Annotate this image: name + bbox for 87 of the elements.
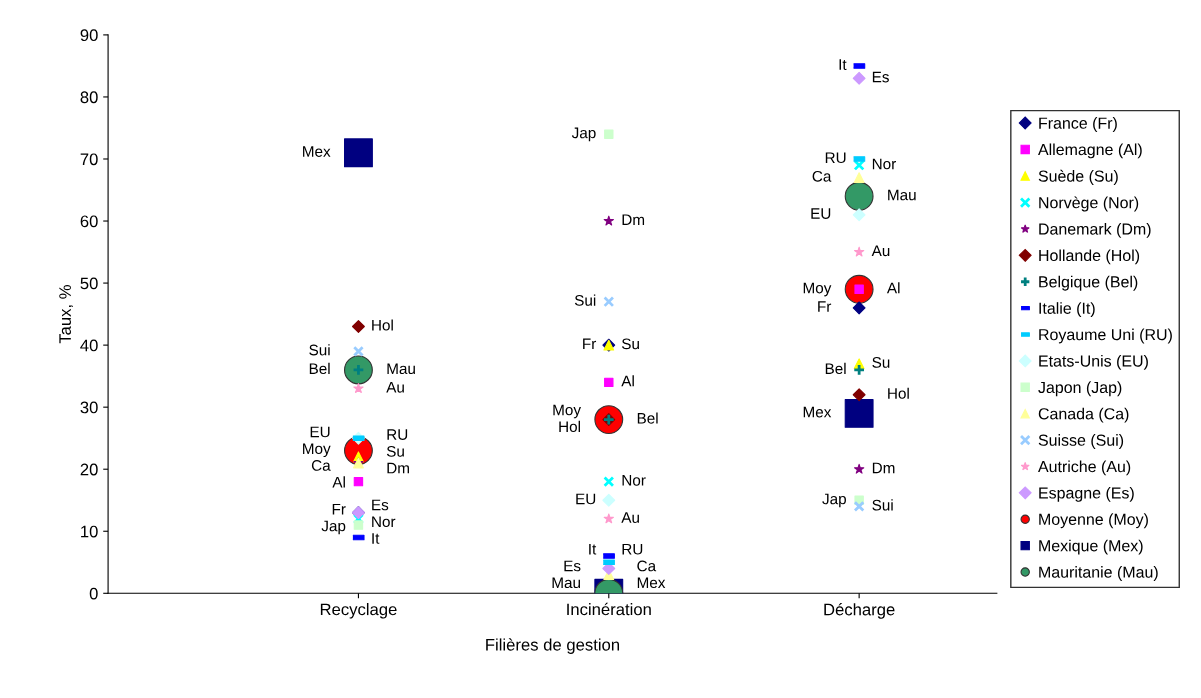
data-label: Al bbox=[332, 476, 345, 488]
y-tick-label: 80 bbox=[80, 91, 98, 104]
data-label: Bel bbox=[825, 362, 846, 375]
data-label: EU bbox=[310, 426, 330, 438]
data-label: Mex bbox=[803, 406, 832, 418]
data-label: Dm bbox=[872, 462, 895, 474]
y-tick-label: 30 bbox=[80, 401, 98, 414]
legend-label: Norvège (Nor) bbox=[1039, 196, 1139, 212]
data-label: Nor bbox=[872, 158, 896, 170]
y-tick-label: 50 bbox=[80, 277, 98, 290]
legend-label: Mauritanie (Mau) bbox=[1039, 566, 1158, 581]
data-label: Ca bbox=[637, 560, 657, 572]
data-label: Mex bbox=[303, 146, 331, 157]
y-tick-label: 0 bbox=[89, 587, 98, 600]
legend-label: France (Fr) bbox=[1039, 117, 1117, 132]
legend-label: Etats-Unis (EU) bbox=[1039, 354, 1148, 370]
legend-label: Moyenne (Moy) bbox=[1039, 513, 1148, 529]
data-label: Es bbox=[872, 71, 889, 83]
legend-label: Hollande (Hol) bbox=[1039, 249, 1140, 265]
data-label: Moy bbox=[803, 282, 832, 297]
x-tick-label: Recyclage bbox=[320, 603, 397, 619]
data-label: Es bbox=[564, 560, 581, 572]
data-label: Fr bbox=[583, 338, 597, 350]
legend-label: Royaume Uni (RU) bbox=[1039, 328, 1172, 344]
data-label: Sui bbox=[872, 499, 893, 511]
legend-label: Japon (Jap) bbox=[1038, 381, 1122, 397]
data-label: Jap bbox=[571, 127, 596, 142]
data-label: Bel bbox=[309, 362, 330, 375]
legend-label: Autriche (Au) bbox=[1038, 460, 1131, 476]
data-label: Au bbox=[621, 512, 639, 523]
data-label: Fr bbox=[332, 503, 346, 515]
data-label: RU bbox=[622, 543, 643, 555]
legend-label: Italie (It) bbox=[1039, 302, 1095, 318]
data-label: It bbox=[839, 59, 847, 70]
y-tick-label: 60 bbox=[80, 215, 98, 228]
data-label: Au bbox=[871, 245, 890, 257]
data-label: It bbox=[372, 533, 380, 544]
data-label: It bbox=[589, 543, 597, 555]
data-label: Fr bbox=[818, 301, 832, 312]
legend-label: Danemark (Dm) bbox=[1039, 222, 1151, 238]
data-label: Moy bbox=[303, 443, 331, 458]
data-label: Mex bbox=[637, 577, 666, 589]
y-tick-label: 70 bbox=[80, 153, 98, 166]
data-label: Dm bbox=[622, 214, 645, 225]
legend-label: Mexique (Mex) bbox=[1039, 539, 1143, 555]
data-label: Jap bbox=[822, 493, 846, 508]
data-label: Au bbox=[386, 381, 404, 393]
data-label: Moy bbox=[553, 404, 581, 419]
data-label: Nor bbox=[622, 475, 646, 486]
data-label: Jap bbox=[321, 520, 346, 535]
data-label: Sui bbox=[574, 294, 596, 306]
legend-label: Suède (Su) bbox=[1038, 169, 1118, 185]
x-tick-label: Décharge bbox=[824, 603, 895, 619]
y-tick-label: 10 bbox=[81, 525, 98, 538]
data-label: Ca bbox=[812, 170, 832, 182]
data-label: Su bbox=[872, 357, 890, 368]
data-label: Mau bbox=[552, 577, 580, 589]
x-axis-title: Filières de gestion bbox=[486, 638, 620, 654]
legend-label: Espagne (Es) bbox=[1039, 486, 1134, 502]
data-label: Su bbox=[386, 445, 404, 457]
legend-label: Suisse (Sui) bbox=[1038, 434, 1124, 449]
data-label: Mau bbox=[888, 189, 916, 201]
data-label: RU bbox=[825, 152, 846, 164]
data-label: RU bbox=[387, 429, 408, 441]
data-label: Al bbox=[621, 375, 634, 387]
data-label: Ca bbox=[311, 460, 331, 471]
y-tick-label: 20 bbox=[80, 463, 98, 476]
data-label: Hol bbox=[372, 319, 393, 331]
data-label: Hol bbox=[888, 387, 909, 399]
data-label: Su bbox=[621, 338, 639, 350]
y-axis-title: Taux, % bbox=[59, 285, 73, 344]
x-tick-label: Incinération bbox=[567, 602, 651, 616]
legend-label: Canada (Ca) bbox=[1038, 407, 1129, 423]
data-label: Bel bbox=[637, 412, 658, 424]
data-label: Dm bbox=[387, 462, 409, 474]
legend-label: Belgique (Bel) bbox=[1039, 275, 1138, 291]
data-label: Nor bbox=[372, 516, 396, 528]
y-tick-label: 40 bbox=[80, 339, 98, 352]
data-label: Al bbox=[886, 282, 900, 294]
data-label: Es bbox=[372, 499, 389, 511]
data-label: Hol bbox=[559, 420, 580, 433]
data-label: Mau bbox=[387, 363, 415, 375]
y-tick-label: 90 bbox=[80, 29, 98, 42]
data-label: Sui bbox=[309, 344, 330, 356]
data-label: EU bbox=[576, 493, 596, 505]
legend-label: Allemagne (Al) bbox=[1038, 143, 1142, 159]
data-label: EU bbox=[811, 208, 831, 219]
